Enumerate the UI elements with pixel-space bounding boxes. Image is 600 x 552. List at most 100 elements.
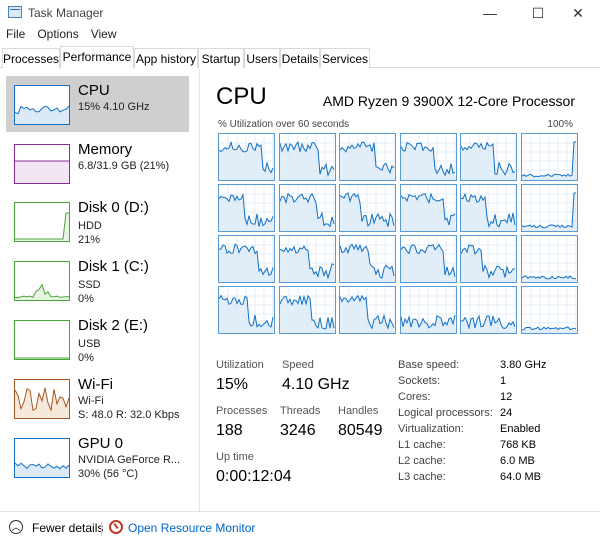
menu-view[interactable]: View bbox=[90, 27, 117, 41]
logical-processor-graph bbox=[520, 133, 578, 181]
spec-label: L3 cache: bbox=[398, 471, 446, 483]
processes-value: 188 bbox=[216, 422, 243, 439]
spec-label: L2 cache: bbox=[398, 455, 446, 467]
tab-details[interactable]: Details bbox=[280, 48, 320, 68]
sidebar-item-1[interactable]: Memory 6.8/31.9 GB (21%) bbox=[6, 135, 189, 191]
handles-label: Handles bbox=[338, 405, 379, 417]
logical-processor-graph bbox=[399, 133, 457, 181]
sidebar-item-detail: S: 48.0 R: 32.0 Kbps bbox=[78, 409, 180, 421]
logical-processor-graph bbox=[460, 286, 517, 334]
sidebar-thumbnail-graph bbox=[14, 261, 70, 301]
sidebar-item-0[interactable]: CPU 15% 4.10 GHz bbox=[6, 76, 189, 132]
sidebar-thumbnail-graph bbox=[14, 320, 70, 360]
utilization-graph-max: 100% bbox=[547, 119, 573, 130]
logical-processor-graph bbox=[278, 235, 336, 283]
fewer-details-link[interactable]: Fewer details bbox=[32, 521, 104, 535]
logical-processor-graph bbox=[460, 184, 517, 232]
processes-label: Processes bbox=[216, 405, 268, 417]
spec-value: 64.0 MB bbox=[500, 471, 541, 483]
maximize-button[interactable]: ☐ bbox=[531, 4, 545, 21]
spec-value: Enabled bbox=[500, 423, 541, 435]
utilization-graph-label: % Utilization over 60 seconds bbox=[218, 119, 350, 130]
panel-title: CPU bbox=[216, 83, 267, 110]
spec-label: L1 cache: bbox=[398, 439, 446, 451]
logical-processor-graph bbox=[278, 286, 336, 334]
threads-label: Threads bbox=[280, 405, 321, 417]
spec-label: Cores: bbox=[398, 391, 431, 403]
minimize-button[interactable]: — bbox=[483, 5, 497, 21]
logical-processor-graph bbox=[339, 235, 396, 283]
sidebar-item-name: Disk 2 (E:) bbox=[78, 317, 149, 334]
tab-services[interactable]: Services bbox=[320, 48, 370, 68]
sidebar-item-detail: Wi-Fi bbox=[78, 395, 104, 407]
tab-processes[interactable]: Processes bbox=[2, 48, 60, 68]
handles-value: 80549 bbox=[338, 422, 383, 439]
utilization-value: 15% bbox=[216, 376, 249, 393]
spec-value: 6.0 MB bbox=[500, 455, 535, 467]
sidebar-item-3[interactable]: Disk 1 (C:) SSD 0% bbox=[6, 252, 189, 308]
tab-startup[interactable]: Startup bbox=[198, 48, 244, 68]
sidebar-item-name: Disk 0 (D:) bbox=[78, 199, 149, 216]
sidebar-item-detail: 30% (56 °C) bbox=[78, 468, 139, 480]
resource-monitor-icon[interactable] bbox=[109, 520, 123, 534]
uptime-value: 0:00:12:04 bbox=[216, 468, 292, 485]
spec-value: 3.80 GHz bbox=[500, 359, 547, 371]
footer: ︿ Fewer details Open Resource Monitor bbox=[0, 511, 600, 552]
speed-label: Speed bbox=[282, 359, 314, 371]
task-manager-icon bbox=[8, 6, 22, 18]
sidebar-item-name: GPU 0 bbox=[78, 435, 124, 452]
sidebar-item-4[interactable]: Disk 2 (E:) USB 0% bbox=[6, 311, 189, 367]
logical-processor-graph bbox=[520, 184, 578, 232]
menu-file[interactable]: File bbox=[6, 27, 26, 41]
sidebar-thumbnail-graph bbox=[14, 144, 70, 184]
sidebar-thumbnail-graph bbox=[14, 202, 70, 242]
sidebar-thumbnail-graph bbox=[14, 438, 70, 478]
menu-options[interactable]: Options bbox=[37, 27, 79, 41]
cpu-model: AMD Ryzen 9 3900X 12-Core Processor bbox=[322, 93, 575, 109]
sidebar-item-detail: 21% bbox=[78, 234, 101, 246]
logical-processor-graphs[interactable] bbox=[218, 133, 578, 351]
tab-app-history[interactable]: App history bbox=[134, 48, 198, 68]
logical-processor-graph bbox=[460, 235, 517, 283]
logical-processor-graph bbox=[520, 286, 578, 334]
sidebar-item-detail: 15% 4.10 GHz bbox=[78, 101, 150, 113]
logical-processor-graph bbox=[460, 133, 517, 181]
tab-performance[interactable]: Performance bbox=[60, 46, 134, 69]
sidebar-item-detail: 0% bbox=[78, 352, 94, 364]
utilization-label: Utilization bbox=[216, 359, 264, 371]
spec-label: Sockets: bbox=[398, 375, 441, 387]
sidebar-thumbnail-graph bbox=[14, 85, 70, 125]
menu-bar: File Options View bbox=[0, 26, 123, 44]
sidebar-thumbnail-graph bbox=[14, 379, 70, 419]
logical-processor-graph bbox=[278, 133, 336, 181]
spec-value: 24 bbox=[500, 407, 513, 419]
logical-processor-graph bbox=[339, 286, 396, 334]
sidebar-item-5[interactable]: Wi-Fi Wi-Fi S: 48.0 R: 32.0 Kbps bbox=[6, 370, 189, 426]
footer-separator bbox=[101, 522, 102, 536]
sidebar-item-name: Disk 1 (C:) bbox=[78, 258, 149, 275]
logical-processor-graph bbox=[218, 184, 275, 232]
threads-value: 3246 bbox=[280, 422, 316, 439]
cpu-panel: CPU AMD Ryzen 9 3900X 12-Core Processor … bbox=[204, 69, 600, 511]
sidebar-item-detail: USB bbox=[78, 338, 101, 350]
spec-value: 12 bbox=[500, 391, 513, 403]
logical-processor-graph bbox=[339, 133, 396, 181]
sidebar-item-2[interactable]: Disk 0 (D:) HDD 21% bbox=[6, 193, 189, 249]
logical-processor-graph bbox=[218, 286, 275, 334]
open-resource-monitor-link[interactable]: Open Resource Monitor bbox=[128, 521, 256, 535]
logical-processor-graph bbox=[218, 235, 275, 283]
spec-label: Base speed: bbox=[398, 359, 460, 371]
logical-processor-graph bbox=[399, 235, 457, 283]
tab-users[interactable]: Users bbox=[244, 48, 280, 68]
sidebar-item-detail: NVIDIA GeForce R... bbox=[78, 454, 181, 466]
spec-label: Logical processors: bbox=[398, 407, 493, 419]
close-button[interactable]: ✕ bbox=[572, 4, 584, 21]
tab-strip: Processes Performance App history Startu… bbox=[0, 46, 600, 69]
window-title: Task Manager bbox=[28, 6, 104, 20]
logical-processor-graph bbox=[399, 286, 457, 334]
spec-label: Virtualization: bbox=[398, 423, 464, 435]
logical-processor-graph bbox=[278, 184, 336, 232]
sidebar-item-6[interactable]: GPU 0 NVIDIA GeForce R... 30% (56 °C) bbox=[6, 429, 189, 485]
chevron-up-icon[interactable]: ︿ bbox=[9, 520, 23, 534]
title-bar: Task Manager — ☐ ✕ bbox=[0, 0, 600, 26]
